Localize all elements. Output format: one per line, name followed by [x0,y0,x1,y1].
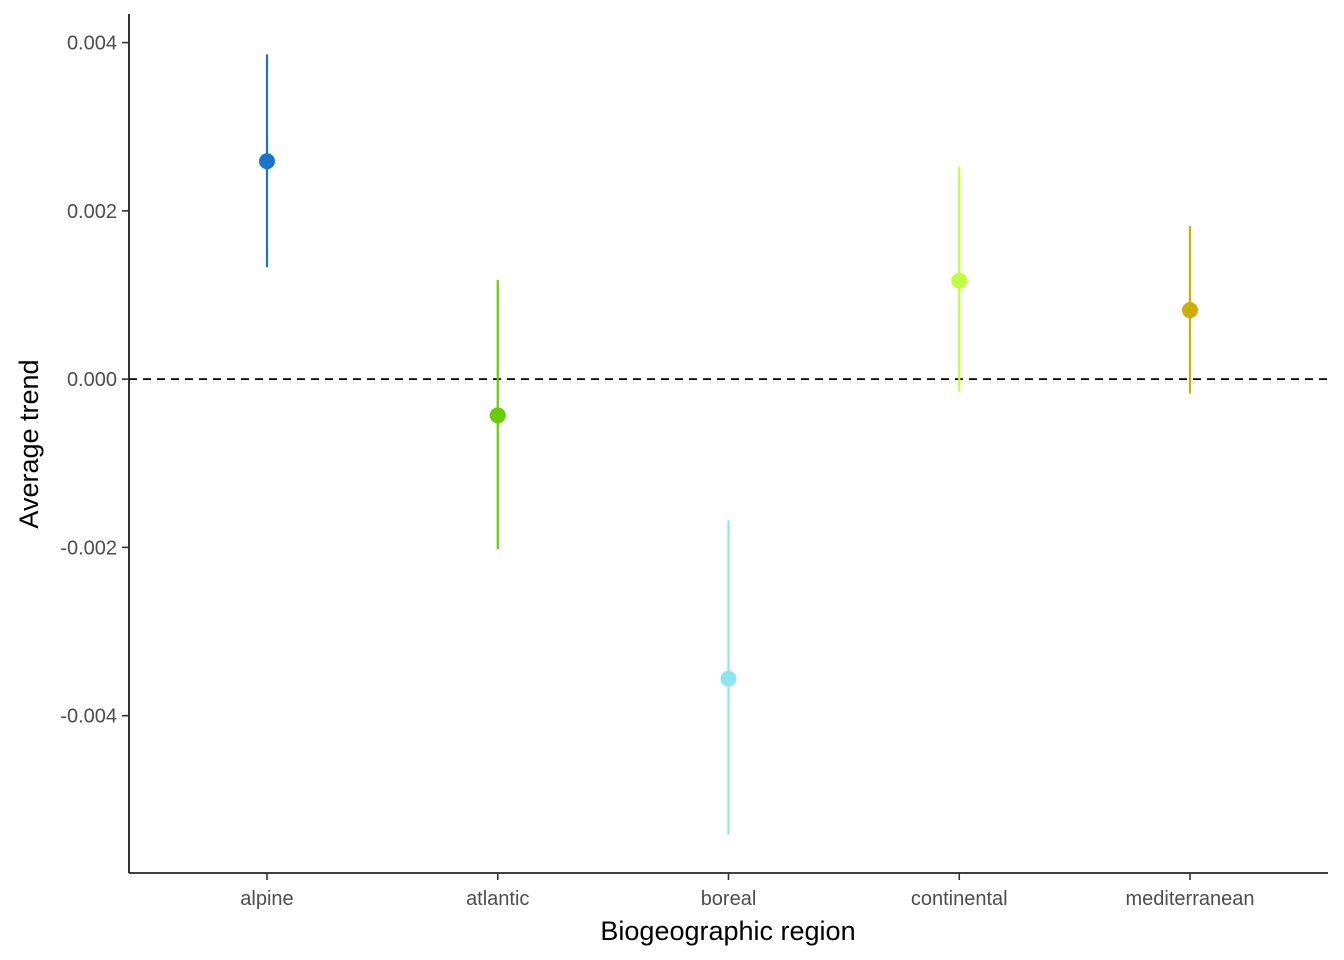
x-tick-label: boreal [701,888,757,910]
x-tick-label: mediterranean [1126,888,1255,910]
point-atlantic [489,407,506,424]
y-ticks: -0.004 -0.002 0.000 0.002 0.004 [60,33,129,728]
point-alpine [259,153,275,170]
y-tick-label: 0.002 [67,201,117,223]
y-tick-label: 0.004 [67,33,117,55]
y-axis-title: Average trend [14,359,44,528]
points-layer [259,54,1198,835]
x-tick-label: alpine [240,888,293,910]
x-axis-title: Biogeographic region [600,916,855,946]
y-tick-label: -0.004 [60,706,117,728]
x-ticks: alpine atlantic boreal continental mediterra… [240,873,1254,910]
point-boreal [720,670,737,687]
y-tick-label: -0.002 [60,537,117,559]
point-mediterranean [1182,302,1198,319]
point-continental [951,272,968,289]
y-tick-label: 0.000 [67,369,117,391]
x-tick-label: continental [911,888,1008,910]
x-tick-label: atlantic [466,888,529,910]
